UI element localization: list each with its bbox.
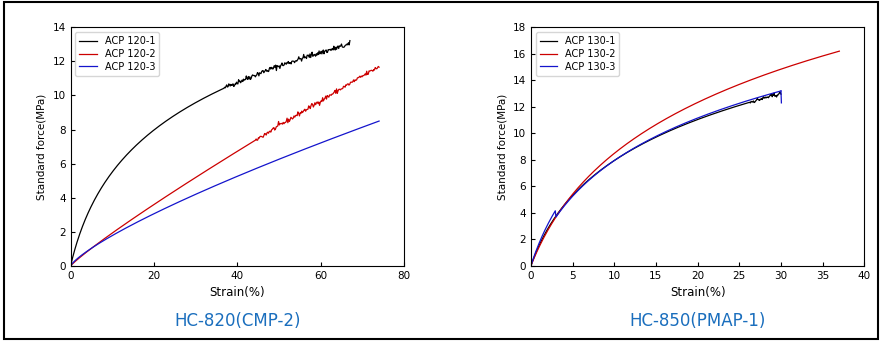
Y-axis label: Standard force(MPa): Standard force(MPa) xyxy=(497,93,507,200)
ACP 130-3 xyxy=(651,134,662,138)
ACP 130-1 xyxy=(526,264,536,268)
ACP 130-3 xyxy=(775,89,786,93)
ACP 130-1 xyxy=(651,135,662,139)
Text: HC-850(PMAP-1): HC-850(PMAP-1) xyxy=(630,312,766,329)
ACP 130-3 xyxy=(557,206,568,210)
ACP 120-1 xyxy=(218,87,228,91)
ACP 130-1 xyxy=(774,90,785,94)
Y-axis label: Standard force(MPa): Standard force(MPa) xyxy=(37,93,47,200)
ACP 130-2 xyxy=(834,49,845,53)
ACP 130-2 xyxy=(565,195,576,199)
ACP 130-3 xyxy=(662,129,673,133)
Legend: ACP 130-1, ACP 130-2, ACP 130-3: ACP 130-1, ACP 130-2, ACP 130-3 xyxy=(535,32,619,76)
Text: HC-820(CMP-2): HC-820(CMP-2) xyxy=(174,312,301,329)
ACP 130-2 xyxy=(526,264,536,268)
ACP 120-2 xyxy=(291,113,302,117)
ACP 120-1 xyxy=(101,178,111,182)
ACP 130-1 xyxy=(775,92,786,96)
ACP 120-2 xyxy=(234,148,244,152)
ACP 130-1 xyxy=(684,120,695,124)
Line: ACP 120-3: ACP 120-3 xyxy=(71,121,379,266)
ACP 130-3 xyxy=(526,264,536,268)
Line: ACP 130-1: ACP 130-1 xyxy=(531,92,781,266)
ACP 120-3 xyxy=(374,119,385,123)
ACP 120-3 xyxy=(291,150,302,154)
ACP 120-3 xyxy=(176,199,186,203)
ACP 120-3 xyxy=(262,162,273,166)
X-axis label: Strain(%): Strain(%) xyxy=(669,286,725,299)
ACP 130-2 xyxy=(722,87,733,91)
X-axis label: Strain(%): Strain(%) xyxy=(210,286,265,299)
ACP 130-2 xyxy=(694,100,705,104)
Line: ACP 130-3: ACP 130-3 xyxy=(531,91,781,266)
Line: ACP 120-2: ACP 120-2 xyxy=(71,66,379,266)
ACP 120-2 xyxy=(220,157,230,161)
ACP 130-1 xyxy=(708,112,719,116)
ACP 130-3 xyxy=(708,110,719,114)
ACP 120-1 xyxy=(166,116,176,120)
ACP 120-1 xyxy=(243,74,254,78)
ACP 130-2 xyxy=(751,76,762,80)
ACP 130-1 xyxy=(616,154,626,159)
ACP 120-1 xyxy=(65,264,76,268)
ACP 120-1 xyxy=(206,93,216,97)
ACP 120-2 xyxy=(176,185,186,189)
ACP 120-3 xyxy=(65,264,76,268)
ACP 130-3 xyxy=(616,154,626,159)
ACP 120-1 xyxy=(345,39,355,43)
ACP 120-2 xyxy=(374,65,385,69)
ACP 120-3 xyxy=(105,235,116,239)
Line: ACP 130-2: ACP 130-2 xyxy=(531,51,840,266)
ACP 130-3 xyxy=(684,119,695,123)
ACP 130-1 xyxy=(557,205,568,209)
ACP 120-2 xyxy=(373,64,384,69)
ACP 120-2 xyxy=(65,264,76,268)
ACP 120-2 xyxy=(105,233,116,237)
ACP 120-3 xyxy=(234,174,244,178)
ACP 120-3 xyxy=(220,179,230,183)
Legend: ACP 120-1, ACP 120-2, ACP 120-3: ACP 120-1, ACP 120-2, ACP 120-3 xyxy=(76,32,159,76)
ACP 130-2 xyxy=(680,106,691,110)
ACP 130-2 xyxy=(636,132,647,136)
ACP 120-1 xyxy=(270,65,280,70)
ACP 120-2 xyxy=(262,131,273,135)
Line: ACP 120-1: ACP 120-1 xyxy=(71,41,350,266)
ACP 130-1 xyxy=(662,130,673,134)
